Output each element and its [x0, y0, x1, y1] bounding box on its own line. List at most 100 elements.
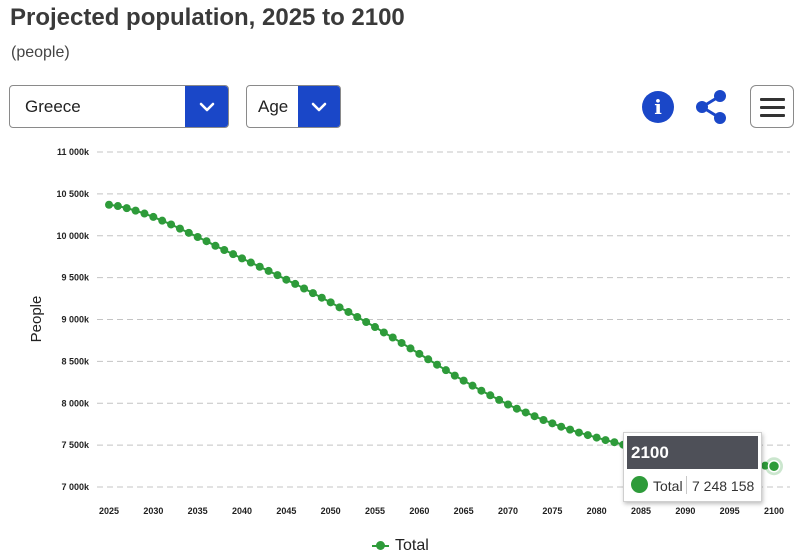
x-tick-label: 2090: [675, 506, 695, 516]
legend-item-total[interactable]: Total: [372, 537, 429, 555]
data-point[interactable]: [459, 376, 468, 385]
y-tick-label: 9 000k: [61, 315, 90, 325]
data-point[interactable]: [131, 206, 140, 215]
data-point[interactable]: [548, 419, 557, 428]
data-point[interactable]: [557, 422, 566, 431]
y-tick-label: 11 000k: [57, 147, 90, 157]
y-axis-label: People: [28, 296, 45, 343]
data-point[interactable]: [326, 298, 335, 307]
country-select[interactable]: Greece: [9, 85, 229, 128]
data-point[interactable]: [353, 312, 362, 321]
variable-select[interactable]: Age: [246, 85, 341, 128]
data-point[interactable]: [167, 220, 176, 229]
data-point[interactable]: [504, 400, 512, 409]
data-point[interactable]: [335, 303, 344, 312]
data-point[interactable]: [113, 202, 122, 211]
y-tick-label: 8 000k: [61, 398, 90, 408]
data-point[interactable]: [477, 386, 486, 395]
data-point[interactable]: [105, 200, 113, 209]
y-tick-label: 9 500k: [61, 273, 90, 283]
data-point[interactable]: [344, 307, 353, 316]
data-point[interactable]: [246, 258, 255, 267]
data-point[interactable]: [566, 425, 575, 434]
x-tick-label: 2050: [321, 506, 341, 516]
data-point[interactable]: [761, 461, 770, 470]
data-point[interactable]: [238, 254, 246, 263]
x-tick-label: 2085: [631, 506, 651, 516]
x-tick-label: 2095: [720, 506, 740, 516]
tooltip-series-marker: [631, 476, 648, 493]
page-title: Projected population, 2025 to 2100: [10, 4, 405, 31]
data-point-highlighted[interactable]: [767, 459, 781, 473]
data-point[interactable]: [300, 284, 309, 293]
data-point[interactable]: [601, 436, 610, 445]
chevron-down-icon[interactable]: [185, 86, 228, 127]
data-point[interactable]: [424, 355, 433, 364]
data-point[interactable]: [371, 323, 379, 332]
data-point[interactable]: [122, 204, 131, 213]
x-tick-label: 2070: [498, 506, 518, 516]
data-point[interactable]: [202, 237, 211, 246]
data-point[interactable]: [220, 245, 229, 254]
data-point[interactable]: [291, 279, 300, 288]
share-button[interactable]: [693, 89, 729, 125]
y-tick-label: 7 500k: [61, 440, 90, 450]
data-point[interactable]: [486, 391, 495, 400]
tooltip-year: 2100: [627, 436, 758, 469]
data-point[interactable]: [574, 428, 583, 437]
data-point[interactable]: [539, 416, 548, 424]
data-point[interactable]: [397, 338, 406, 347]
x-tick-label: 2025: [99, 506, 119, 516]
data-point[interactable]: [193, 233, 202, 242]
data-point[interactable]: [362, 318, 371, 327]
data-point[interactable]: [264, 266, 273, 275]
data-point[interactable]: [388, 333, 397, 342]
data-point[interactable]: [468, 381, 477, 390]
data-point[interactable]: [406, 344, 415, 353]
data-point[interactable]: [140, 209, 149, 218]
data-point[interactable]: [592, 433, 601, 442]
data-point[interactable]: [379, 328, 388, 337]
data-point[interactable]: [282, 275, 291, 284]
data-point[interactable]: [450, 371, 459, 380]
data-point[interactable]: [433, 360, 442, 369]
tooltip: 2100 Total 7 248 158: [623, 432, 762, 502]
data-point[interactable]: [610, 438, 619, 447]
x-tick-label: 2040: [232, 506, 252, 516]
data-point[interactable]: [317, 293, 326, 302]
tooltip-value: 7 248 158: [692, 478, 755, 494]
grid-lines: [97, 151, 790, 488]
tooltip-divider: [686, 476, 687, 494]
data-point[interactable]: [495, 395, 504, 404]
data-point[interactable]: [211, 241, 220, 250]
data-point[interactable]: [308, 289, 317, 298]
data-point[interactable]: [255, 262, 264, 271]
x-tick-label: 2080: [587, 506, 607, 516]
y-tick-label: 8 500k: [61, 356, 90, 366]
data-point[interactable]: [184, 228, 193, 237]
x-axis-ticks: 2025 2030 2035 2040 2045 2050 2055 2060 2065 2070…: [99, 506, 784, 516]
data-point[interactable]: [530, 412, 539, 421]
data-point[interactable]: [175, 224, 184, 233]
tooltip-series-name: Total: [653, 478, 683, 494]
y-tick-label: 7 000k: [61, 482, 90, 492]
series-total: [105, 200, 783, 476]
data-point[interactable]: [521, 408, 530, 417]
x-tick-label: 2065: [454, 506, 474, 516]
data-point[interactable]: [229, 250, 238, 259]
menu-button[interactable]: [750, 85, 794, 128]
data-point[interactable]: [273, 271, 282, 280]
data-point[interactable]: [149, 212, 158, 221]
data-point[interactable]: [512, 404, 521, 413]
data-point[interactable]: [583, 431, 592, 440]
legend-symbol: [372, 541, 389, 551]
chevron-down-icon[interactable]: [298, 86, 340, 127]
data-point[interactable]: [158, 216, 167, 225]
info-button[interactable]: i: [642, 91, 674, 123]
x-tick-label: 2045: [276, 506, 296, 516]
y-axis-ticks: 11 000k 10 500k 10 000k 9 500k 9 000k 8 500k 8…: [56, 147, 90, 492]
data-point[interactable]: [441, 366, 450, 375]
x-tick-label: 2035: [188, 506, 208, 516]
data-point[interactable]: [415, 349, 424, 358]
